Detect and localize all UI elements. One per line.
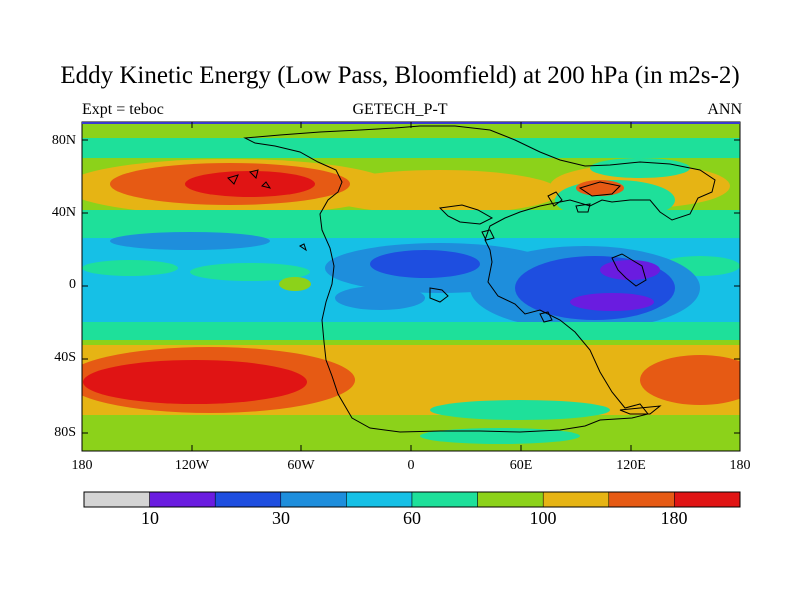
lon-ticks [191, 122, 632, 451]
contour-fill [185, 171, 315, 197]
contour-fill [590, 158, 690, 178]
contour-fill [82, 260, 178, 276]
colorbar-label: 30 [272, 508, 290, 528]
contour-fill [110, 232, 270, 250]
contour-fill [420, 428, 580, 444]
coastline [578, 181, 622, 197]
colorbar [83, 491, 741, 508]
colorbar-swatch [411, 491, 478, 508]
lat-tick-label: 0 [69, 277, 76, 292]
contour-fill [82, 138, 740, 158]
colorbar-swatch [214, 491, 282, 508]
contour-fill [335, 286, 425, 310]
colorbar-swatch [477, 491, 544, 508]
model-label: GETECH_P-T [352, 101, 448, 118]
colorbar-label: 60 [403, 508, 421, 528]
lon-tick-label: 180 [729, 458, 751, 473]
contour-fill [320, 170, 560, 214]
colorbar-label: 100 [529, 508, 557, 528]
contour-fill [82, 322, 740, 340]
colorbar-swatch [83, 491, 150, 508]
contour-fill [83, 360, 307, 404]
colorbar-frame [83, 491, 741, 508]
colorbar-label: 180 [660, 508, 688, 528]
lon-tick-label: 60W [287, 458, 315, 473]
colorbar-label: 10 [141, 508, 159, 528]
season-label: ANN [707, 101, 742, 118]
lon-tick-label: 120W [174, 458, 210, 473]
coastline [299, 229, 495, 252]
map-panel [82, 122, 740, 451]
contour-fill [600, 260, 660, 280]
colorbar-swatch [674, 491, 741, 508]
contour-fill [430, 400, 610, 420]
colorbar-swatch [542, 491, 610, 508]
coastline [429, 287, 449, 303]
contour-fill [570, 293, 654, 311]
lat-ticks [82, 139, 740, 434]
lon-tick-label: 120E [616, 458, 646, 473]
contour-fill [640, 355, 740, 405]
coastline [539, 311, 553, 323]
colorbar-swatch [346, 491, 413, 508]
lat-tick-label: 80N [51, 133, 76, 148]
coastline [611, 253, 647, 287]
lat-tick-label: 40S [54, 350, 76, 365]
contour-fill [190, 263, 310, 281]
map-title: Eddy Kinetic Energy (Low Pass, Bloomfiel… [60, 62, 740, 89]
lon-tick-label: 0 [407, 458, 415, 473]
contour-fill [370, 250, 480, 278]
coastline [575, 203, 591, 213]
lon-tick-label: 60E [509, 458, 533, 473]
colorbar-swatch [149, 491, 216, 508]
colorbar-swatch [608, 491, 675, 508]
colorbar-swatch [280, 491, 347, 508]
coastline [547, 191, 563, 207]
coastline [227, 169, 272, 189]
lon-tick-label: 180 [71, 458, 93, 473]
experiment-label: Expt = teboc [82, 101, 164, 118]
coastline [243, 125, 716, 433]
lat-tick-label: 80S [54, 425, 76, 440]
lat-tick-label: 40N [51, 205, 76, 220]
coastline [438, 204, 494, 225]
coastline [619, 405, 662, 415]
contour-fill [279, 277, 311, 291]
